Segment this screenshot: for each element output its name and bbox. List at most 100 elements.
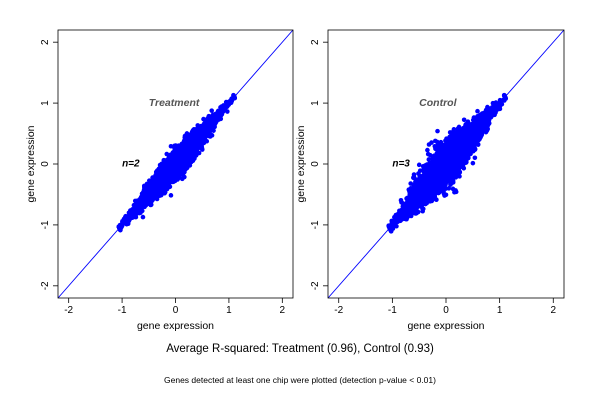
data-point xyxy=(456,124,462,130)
data-point xyxy=(176,146,182,152)
data-point xyxy=(187,163,193,168)
data-point xyxy=(168,166,173,172)
data-point xyxy=(150,196,155,202)
data-point xyxy=(196,138,201,143)
data-point xyxy=(451,132,457,138)
data-point xyxy=(416,171,421,176)
data-point xyxy=(185,158,191,164)
x-tick-label: 1 xyxy=(226,305,232,316)
data-point xyxy=(425,147,430,153)
data-point xyxy=(157,177,162,183)
data-point xyxy=(155,190,161,195)
data-point xyxy=(168,143,174,149)
data-point xyxy=(172,169,177,174)
data-point xyxy=(190,139,195,144)
plot-area xyxy=(58,30,293,298)
data-point xyxy=(182,144,188,150)
data-point xyxy=(220,104,226,110)
data-point xyxy=(202,136,208,142)
x-tick-label: 0 xyxy=(173,305,179,316)
data-point xyxy=(128,214,134,220)
data-point xyxy=(191,131,197,137)
data-point xyxy=(190,158,196,163)
data-point xyxy=(120,220,126,226)
x-axis-label: gene expression xyxy=(137,320,214,332)
data-point xyxy=(161,185,167,190)
data-point xyxy=(399,200,404,205)
y-tick-label: 2 xyxy=(40,39,51,45)
data-point xyxy=(191,153,197,159)
data-point xyxy=(426,142,432,147)
data-point xyxy=(186,142,191,148)
data-point xyxy=(397,208,402,214)
data-point xyxy=(453,189,459,195)
data-point xyxy=(461,117,467,123)
data-point xyxy=(184,131,190,136)
data-point xyxy=(188,134,194,140)
data-point xyxy=(478,133,484,139)
y-tick-label: -2 xyxy=(40,281,51,290)
data-point xyxy=(148,183,153,189)
data-point xyxy=(140,214,146,220)
data-point xyxy=(143,186,148,192)
x-tick-label: -2 xyxy=(64,305,73,316)
data-point xyxy=(123,214,128,220)
data-point xyxy=(209,108,214,113)
data-point xyxy=(212,115,218,120)
data-point xyxy=(129,207,135,212)
data-point xyxy=(155,185,161,191)
data-point xyxy=(197,133,203,139)
data-point xyxy=(205,127,210,132)
data-point xyxy=(217,114,223,119)
data-point xyxy=(203,118,208,123)
data-point xyxy=(180,172,186,178)
data-point xyxy=(199,128,205,134)
data-point xyxy=(418,203,423,209)
data-point xyxy=(435,128,440,134)
data-point xyxy=(167,175,173,180)
data-point xyxy=(174,163,180,168)
data-point xyxy=(464,157,469,163)
x-tick-label: 2 xyxy=(280,305,286,316)
data-point xyxy=(117,226,122,231)
data-point xyxy=(205,122,210,128)
data-point xyxy=(167,178,173,184)
data-point xyxy=(420,206,426,212)
data-point xyxy=(407,189,412,194)
data-point xyxy=(470,148,476,154)
data-point xyxy=(420,164,426,169)
data-point xyxy=(472,155,478,161)
panel-title: Treatment xyxy=(149,97,200,109)
data-point xyxy=(137,207,143,213)
data-point xyxy=(231,94,237,100)
data-point xyxy=(176,154,182,160)
data-point xyxy=(433,138,438,144)
data-point xyxy=(183,135,189,141)
data-point xyxy=(194,126,200,131)
data-point xyxy=(460,127,465,132)
data-point xyxy=(155,193,161,199)
data-point xyxy=(218,108,224,114)
data-point xyxy=(143,194,148,199)
data-point xyxy=(132,198,138,204)
data-point xyxy=(404,196,409,201)
data-point xyxy=(159,173,164,178)
data-point xyxy=(172,143,177,149)
data-point xyxy=(475,108,480,114)
data-point xyxy=(448,182,453,187)
data-point xyxy=(443,192,449,198)
sample-size-annotation: n=2 xyxy=(122,158,140,169)
data-points xyxy=(386,92,509,234)
y-tick-label: -1 xyxy=(40,220,51,229)
data-point xyxy=(135,202,141,207)
data-point xyxy=(426,157,432,162)
data-point xyxy=(223,104,229,110)
plot-area xyxy=(328,30,564,298)
y-tick-label: 0 xyxy=(40,161,51,167)
data-point xyxy=(455,171,461,176)
data-point xyxy=(470,160,476,166)
data-point xyxy=(148,190,153,196)
